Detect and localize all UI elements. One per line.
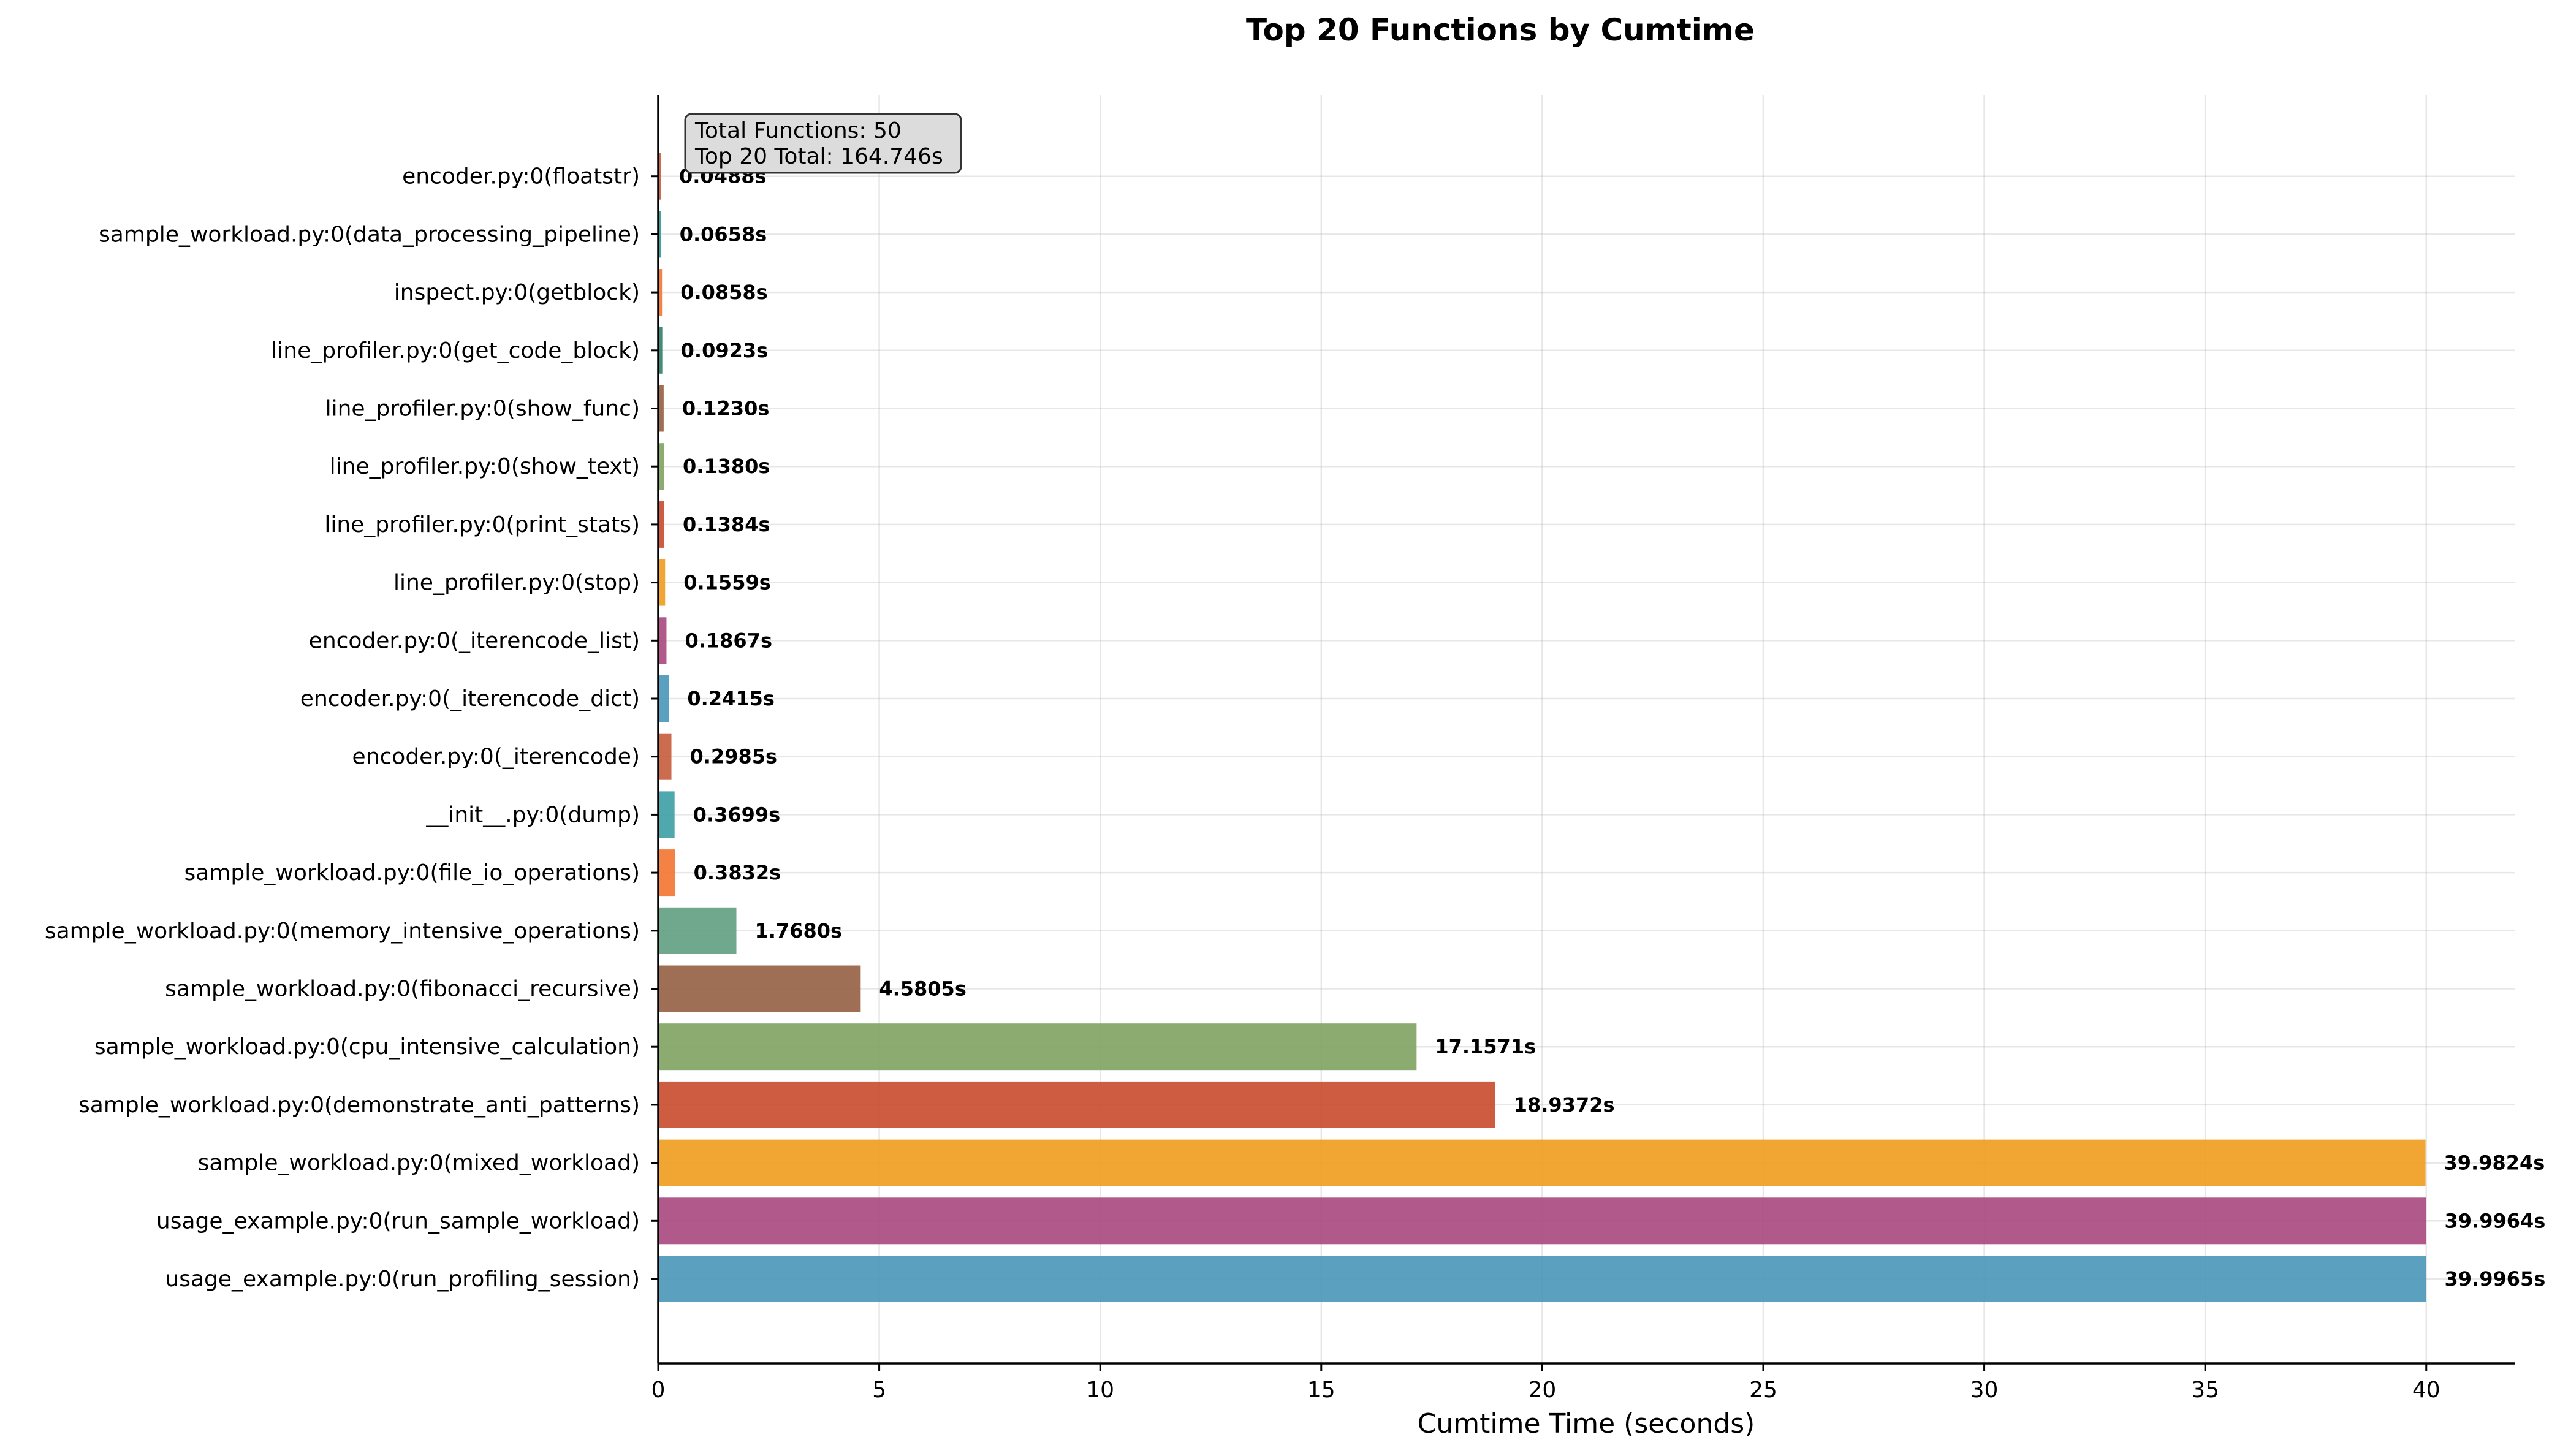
bar <box>658 501 664 548</box>
y-tick-label: line_profiler.py:0(print_stats) <box>324 512 640 537</box>
x-tick-label: 30 <box>1970 1378 1999 1403</box>
bar <box>658 269 663 316</box>
bar-value-label: 17.1571s <box>1435 1035 1536 1058</box>
y-tick-label: sample_workload.py:0(memory_intensive_op… <box>45 919 640 944</box>
bar <box>658 1139 2426 1186</box>
bar-value-label: 0.0858s <box>680 281 768 304</box>
bar <box>658 559 666 606</box>
info-top20-total: Top 20 Total: 164.746s <box>694 144 943 169</box>
x-axis-ticks: 0 5 10 15 20 25 30 35 40 <box>651 1363 2440 1403</box>
bar-value-label: 0.2985s <box>690 745 778 768</box>
bar <box>658 385 664 432</box>
bar-value-label: 0.1867s <box>685 629 772 652</box>
bar-value-label: 0.2415s <box>687 687 775 710</box>
bar-value-label: 0.3832s <box>694 861 781 884</box>
bar <box>658 849 675 897</box>
y-tick-label: sample_workload.py:0(fibonacci_recursive… <box>165 977 640 1002</box>
bar <box>658 443 664 490</box>
bar <box>658 675 669 722</box>
bar <box>658 327 663 374</box>
info-box: Total Functions: 50 Top 20 Total: 164.74… <box>684 113 962 174</box>
y-tick-label: usage_example.py:0(run_sample_workload) <box>156 1208 640 1234</box>
x-axis-label: Cumtime Time (seconds) <box>1418 1408 1755 1439</box>
x-tick-label: 15 <box>1307 1378 1335 1403</box>
y-tick-label: line_profiler.py:0(show_text) <box>330 454 640 479</box>
bar-value-label: 0.0923s <box>681 339 769 362</box>
y-tick-label: sample_workload.py:0(mixed_workload) <box>198 1151 640 1176</box>
y-tick-label: encoder.py:0(_iterencode) <box>352 745 640 770</box>
x-tick-label: 35 <box>2191 1378 2219 1403</box>
bar-value-label: 0.1384s <box>683 513 770 536</box>
y-tick-label: usage_example.py:0(run_profiling_session… <box>165 1267 640 1292</box>
y-tick-label: sample_workload.py:0(data_processing_pip… <box>99 222 640 247</box>
bar <box>658 907 737 954</box>
bar <box>658 153 661 200</box>
x-tick-label: 5 <box>872 1378 886 1403</box>
bar <box>658 791 675 838</box>
y-tick-label: inspect.py:0(getblock) <box>394 280 640 305</box>
y-tick-label: line_profiler.py:0(show_func) <box>325 396 640 422</box>
bar-value-label: 18.9372s <box>1514 1093 1615 1117</box>
x-tick-label: 0 <box>651 1378 666 1403</box>
x-tick-label: 40 <box>2412 1378 2440 1403</box>
bar <box>658 1197 2426 1245</box>
bar-value-label: 1.7680s <box>755 919 843 942</box>
bar <box>658 211 661 258</box>
bar <box>658 1256 2426 1302</box>
data-labels: 39.9965s 39.9964s 39.9824s 18.9372s 17.1571s… <box>679 165 2545 1291</box>
y-tick-label: encoder.py:0(_iterencode_dict) <box>300 686 640 711</box>
bar-value-label: 39.9964s <box>2445 1209 2546 1232</box>
info-total-functions: Total Functions: 50 <box>694 118 902 143</box>
x-tick-label: 25 <box>1749 1378 1777 1403</box>
y-tick-label: encoder.py:0(_iterencode_list) <box>309 628 640 653</box>
y-tick-label: __init__.py:0(dump) <box>425 802 640 827</box>
y-tick-label: sample_workload.py:0(demonstrate_anti_pa… <box>78 1093 640 1118</box>
y-tick-label: encoder.py:0(floatstr) <box>402 164 640 189</box>
y-tick-label: line_profiler.py:0(stop) <box>393 571 640 596</box>
bar-value-label: 39.9965s <box>2445 1267 2546 1291</box>
y-tick-label: sample_workload.py:0(file_io_operations) <box>184 860 640 885</box>
bar-value-label: 39.9824s <box>2444 1151 2545 1175</box>
bar-value-label: 0.3699s <box>693 803 781 826</box>
bar-value-label: 0.1230s <box>682 397 770 420</box>
x-tick-label: 10 <box>1086 1378 1114 1403</box>
x-tick-label: 20 <box>1528 1378 1556 1403</box>
bar <box>658 965 861 1012</box>
bar-value-label: 0.1559s <box>683 571 771 594</box>
bars <box>658 153 2426 1302</box>
y-tick-label: line_profiler.py:0(get_code_block) <box>271 338 640 363</box>
y-tick-label: sample_workload.py:0(cpu_intensive_calcu… <box>94 1034 640 1060</box>
y-axis-ticks: usage_example.py:0(run_profiling_session… <box>45 164 658 1292</box>
bar <box>658 617 667 664</box>
chart-title: Top 20 Functions by Cumtime <box>1246 12 1755 48</box>
bar-value-label: 4.5805s <box>879 977 967 1001</box>
bar-value-label: 0.1380s <box>683 455 770 478</box>
bar <box>658 1081 1495 1128</box>
bar-value-label: 0.0658s <box>680 222 767 246</box>
bar <box>658 1023 1417 1071</box>
bar <box>658 733 672 780</box>
